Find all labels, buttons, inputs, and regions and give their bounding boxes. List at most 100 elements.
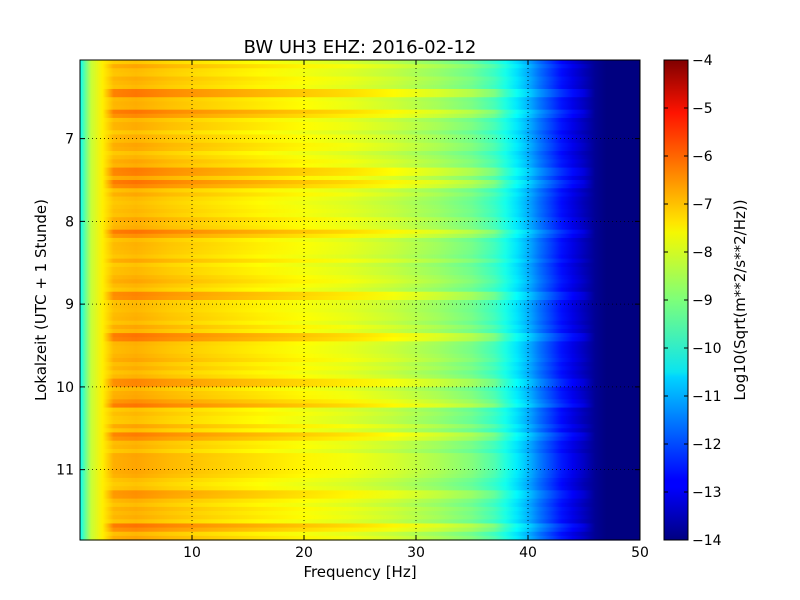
spectrogram-row [80, 105, 640, 111]
colorbar-tick-label: −12 [692, 437, 722, 453]
colorbar-tick-label: −8 [692, 245, 713, 261]
spectrogram-row [80, 324, 640, 330]
spectrogram-row [80, 184, 640, 189]
spectrogram-row [80, 378, 640, 384]
spectrogram-row [80, 271, 640, 276]
spectrogram-row [80, 527, 640, 533]
spectrogram-row [80, 221, 640, 227]
x-tick-label: 30 [407, 545, 425, 561]
spectrogram-row [80, 341, 640, 347]
spectrogram-row [80, 146, 640, 152]
spectrogram-row [80, 357, 640, 363]
spectrogram-row [80, 444, 640, 450]
x-tick-label: 40 [519, 545, 537, 561]
spectrogram-row [80, 469, 640, 475]
spectrogram-row [80, 117, 640, 123]
spectrogram-row [80, 300, 640, 305]
spectrogram-row [80, 246, 640, 251]
spectrogram-row [80, 217, 640, 222]
spectrogram-row [80, 366, 640, 371]
x-axis-label: Frequency [Hz] [303, 563, 416, 581]
spectrogram-row [80, 225, 640, 231]
spectrogram-row [80, 291, 640, 297]
spectrogram-row [80, 287, 640, 293]
spectrogram-row [80, 155, 640, 160]
y-axis-label: Lokalzeit (UTC + 1 Stunde) [32, 199, 50, 401]
colorbar-tick-label: −11 [692, 389, 722, 405]
spectrogram-row [80, 130, 640, 136]
x-tick-label: 10 [183, 545, 201, 561]
spectrogram-row [80, 353, 640, 359]
y-tick-label: 9 [65, 297, 74, 313]
spectrogram-row [80, 204, 640, 210]
x-tick-label: 50 [631, 545, 649, 561]
spectrogram-row [80, 395, 640, 400]
spectrogram-row [80, 511, 640, 516]
spectrogram-row [80, 262, 640, 268]
spectrogram-image [80, 60, 640, 541]
spectrogram-row [80, 415, 640, 421]
spectrogram-row [80, 138, 640, 144]
spectrogram-row [80, 482, 640, 487]
colorbar-tick-label: −4 [692, 53, 713, 69]
spectrogram-row [80, 490, 640, 496]
spectrogram-row [80, 486, 640, 491]
spectrogram-row [80, 109, 640, 115]
spectrogram-row [80, 498, 640, 504]
colorbar-tick-label: −10 [692, 341, 722, 357]
spectrogram-row [80, 237, 640, 243]
colorbar-tick-label: −9 [692, 293, 713, 309]
y-tick-label: 10 [56, 380, 74, 396]
spectrogram-row [80, 134, 640, 140]
colorbar: −4 −5 −6 −7 −8 −9 −10 −11 −12 −13 −14 [663, 53, 722, 549]
spectrogram-row [80, 80, 640, 86]
spectrogram-row [80, 519, 640, 525]
spectrogram-row [80, 163, 640, 169]
spectrogram-row [80, 242, 640, 247]
spectrogram-row [80, 283, 640, 289]
spectrogram-row [80, 88, 640, 94]
spectrogram-row [80, 250, 640, 256]
spectrogram-row [80, 432, 640, 438]
spectrogram-row [80, 473, 640, 479]
spectrogram-row [80, 440, 640, 446]
spectrogram-row [80, 461, 640, 467]
colorbar-tick-label: −5 [692, 101, 713, 117]
spectrogram-row [80, 403, 640, 409]
spectrogram-row [80, 126, 640, 131]
spectrogram-row [80, 531, 640, 537]
colorbar-tick-label: −13 [692, 485, 722, 501]
spectrogram-row [80, 175, 640, 181]
spectrogram-row [80, 213, 640, 218]
spectrogram-row [80, 171, 640, 177]
spectrogram-row [80, 349, 640, 355]
spectrogram-row [80, 345, 640, 351]
spectrogram-row [80, 258, 640, 264]
spectrogram-row [80, 424, 640, 429]
spectrogram-row [80, 151, 640, 156]
spectrogram-row [80, 328, 640, 334]
spectrogram-row [80, 411, 640, 417]
spectrogram-row [80, 233, 640, 239]
spectrogram-row [80, 192, 640, 198]
spectrogram-row [80, 76, 640, 82]
spectrogram-row [80, 113, 640, 119]
y-tick-label: 11 [56, 463, 74, 479]
spectrogram-row [80, 200, 640, 206]
y-axis-ticks: 7 8 9 10 11 [56, 132, 640, 479]
spectrogram-row [80, 316, 640, 322]
colorbar-ticks: −4 −5 −6 −7 −8 −9 −10 −11 −12 −13 −14 [664, 53, 722, 549]
spectrogram-row [80, 428, 640, 434]
spectrogram-row [80, 523, 640, 529]
spectrogram-row [80, 506, 640, 512]
spectrogram-row [80, 374, 640, 380]
spectrogram-row [80, 382, 640, 388]
spectrogram-row [80, 370, 640, 376]
spectrogram-row [80, 494, 640, 500]
grid-lines [80, 60, 640, 540]
spectrogram-row [80, 266, 640, 272]
spectrogram-row [80, 453, 640, 458]
spectrogram-row [80, 72, 640, 78]
spectrogram-row [80, 97, 640, 102]
